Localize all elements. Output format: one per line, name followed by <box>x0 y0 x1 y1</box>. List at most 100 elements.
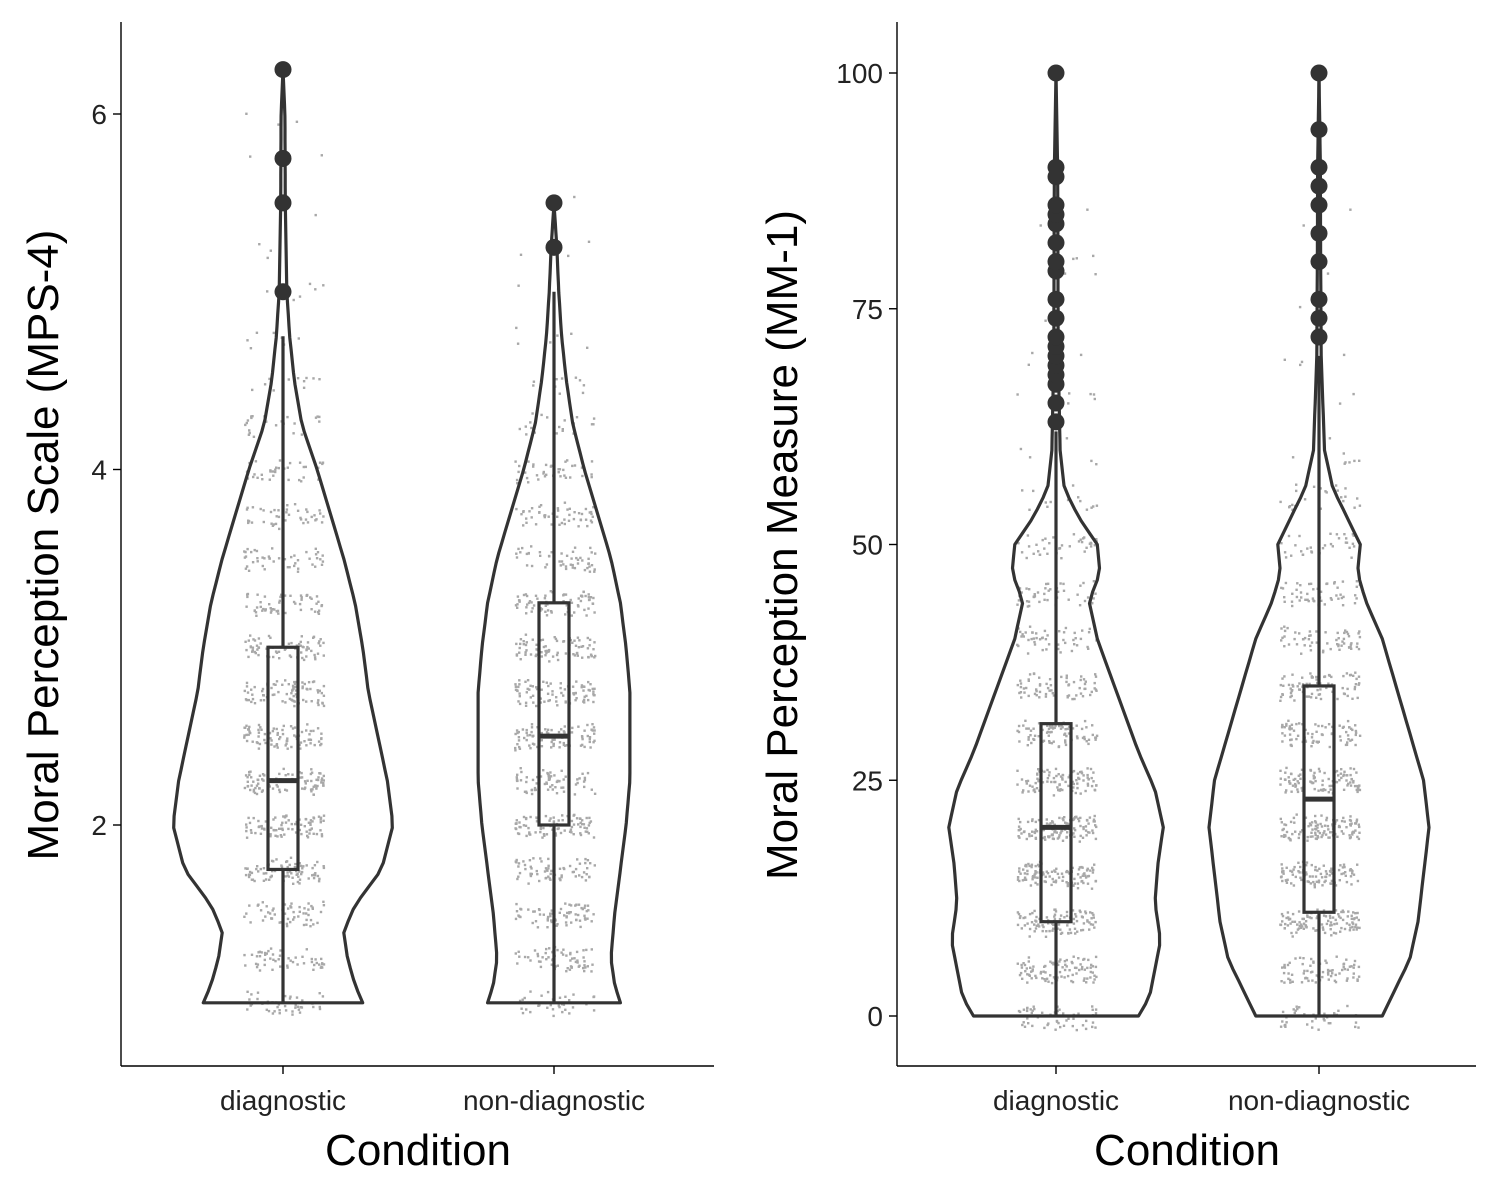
jitter-point <box>1356 926 1359 929</box>
jitter-point <box>1085 869 1089 872</box>
jitter-point <box>1076 786 1079 790</box>
jitter-point <box>1298 871 1301 874</box>
jitter-point <box>578 964 581 967</box>
jitter-point <box>1029 966 1032 969</box>
jitter-point <box>245 739 249 743</box>
jitter-point <box>296 963 299 966</box>
jitter-point <box>1358 831 1361 834</box>
jitter-point <box>547 732 550 735</box>
jitter-point <box>1092 254 1095 258</box>
jitter-point <box>1311 979 1314 982</box>
jitter-point <box>1317 767 1321 771</box>
jitter-point <box>1289 869 1292 873</box>
jitter-point <box>287 513 291 516</box>
jitter-point <box>1094 920 1097 924</box>
jitter-point <box>514 685 518 688</box>
jitter-point <box>1073 697 1076 701</box>
jitter-point <box>556 964 559 967</box>
jitter-point <box>322 814 326 817</box>
jitter-point <box>248 870 252 874</box>
jitter-point <box>1334 884 1338 887</box>
y-axis-title: Moral Perception Scale (MPS-4) <box>19 230 68 861</box>
jitter-point <box>543 475 547 478</box>
jitter-point <box>569 563 572 566</box>
jitter-point <box>1082 826 1085 829</box>
jitter-point <box>298 870 301 873</box>
jitter-point <box>247 639 250 642</box>
jitter-point <box>320 737 323 740</box>
jitter-point <box>530 426 533 430</box>
jitter-point <box>563 731 566 734</box>
jitter-point <box>524 817 528 821</box>
jitter-point <box>267 949 270 953</box>
jitter-point <box>1292 685 1295 688</box>
jitter-point <box>1086 208 1089 211</box>
jitter-point <box>285 692 288 696</box>
jitter-point <box>517 875 520 878</box>
jitter-point <box>281 728 284 732</box>
jitter-point <box>572 993 575 996</box>
jitter-point <box>259 726 262 729</box>
jitter-point <box>525 564 529 567</box>
jitter-point <box>249 788 252 792</box>
jitter-point <box>1329 924 1332 927</box>
jitter-point <box>1301 917 1304 921</box>
jitter-point <box>248 730 251 733</box>
jitter-point <box>562 468 565 472</box>
jitter-point <box>1065 674 1068 677</box>
jitter-point <box>519 767 522 770</box>
jitter-point <box>262 872 265 875</box>
jitter-point <box>1310 692 1314 696</box>
jitter-point <box>556 507 560 510</box>
jitter-point <box>518 692 521 695</box>
jitter-point <box>1300 923 1303 926</box>
jitter-point <box>1072 922 1076 925</box>
jitter-point <box>257 747 261 750</box>
jitter-point <box>302 386 306 389</box>
jitter-point <box>1080 772 1084 775</box>
jitter-point <box>1054 910 1058 913</box>
jitter-point <box>544 463 548 467</box>
jitter-point <box>1045 682 1048 686</box>
jitter-point <box>1083 719 1087 723</box>
jitter-point <box>1340 926 1343 930</box>
jitter-points <box>1016 208 1099 1032</box>
jitter-point <box>556 509 560 512</box>
jitter-point <box>291 1013 294 1016</box>
jitter-point <box>562 948 565 951</box>
jitter-point <box>583 960 586 963</box>
jitter-point <box>314 288 317 291</box>
jitter-point <box>1035 694 1038 697</box>
jitter-point <box>562 1003 566 1006</box>
jitter-point <box>1027 1022 1030 1025</box>
jitter-point <box>593 732 596 735</box>
jitter-point <box>1346 632 1350 636</box>
jitter-point <box>542 470 545 474</box>
jitter-point <box>263 963 266 967</box>
jitter-point <box>1030 863 1034 866</box>
jitter-point <box>1331 823 1334 826</box>
jitter-point <box>550 610 553 613</box>
jitter-point <box>1044 537 1047 540</box>
jitter-point <box>544 645 547 648</box>
jitter-point <box>1311 875 1314 878</box>
jitter-point <box>542 826 545 830</box>
jitter-point <box>1073 877 1076 881</box>
jitter-point <box>1052 740 1055 743</box>
jitter-point <box>1306 732 1310 735</box>
jitter-point <box>1294 1009 1297 1012</box>
jitter-point <box>1352 781 1355 784</box>
jitter-point <box>1282 971 1286 975</box>
jitter-point <box>248 773 251 777</box>
panel-mps4: Condition Moral Perception Scale (MPS-4)… <box>19 22 714 1175</box>
jitter-point <box>1064 741 1067 744</box>
jitter-point <box>1061 817 1064 820</box>
jitter-point <box>563 522 566 526</box>
jitter-point <box>1032 1005 1035 1008</box>
jitter-point <box>317 642 320 645</box>
jitter-point <box>1345 779 1348 782</box>
jitter-point <box>307 821 311 824</box>
jitter-point <box>526 687 529 691</box>
jitter-point <box>581 907 584 911</box>
jitter-point <box>1284 791 1287 794</box>
